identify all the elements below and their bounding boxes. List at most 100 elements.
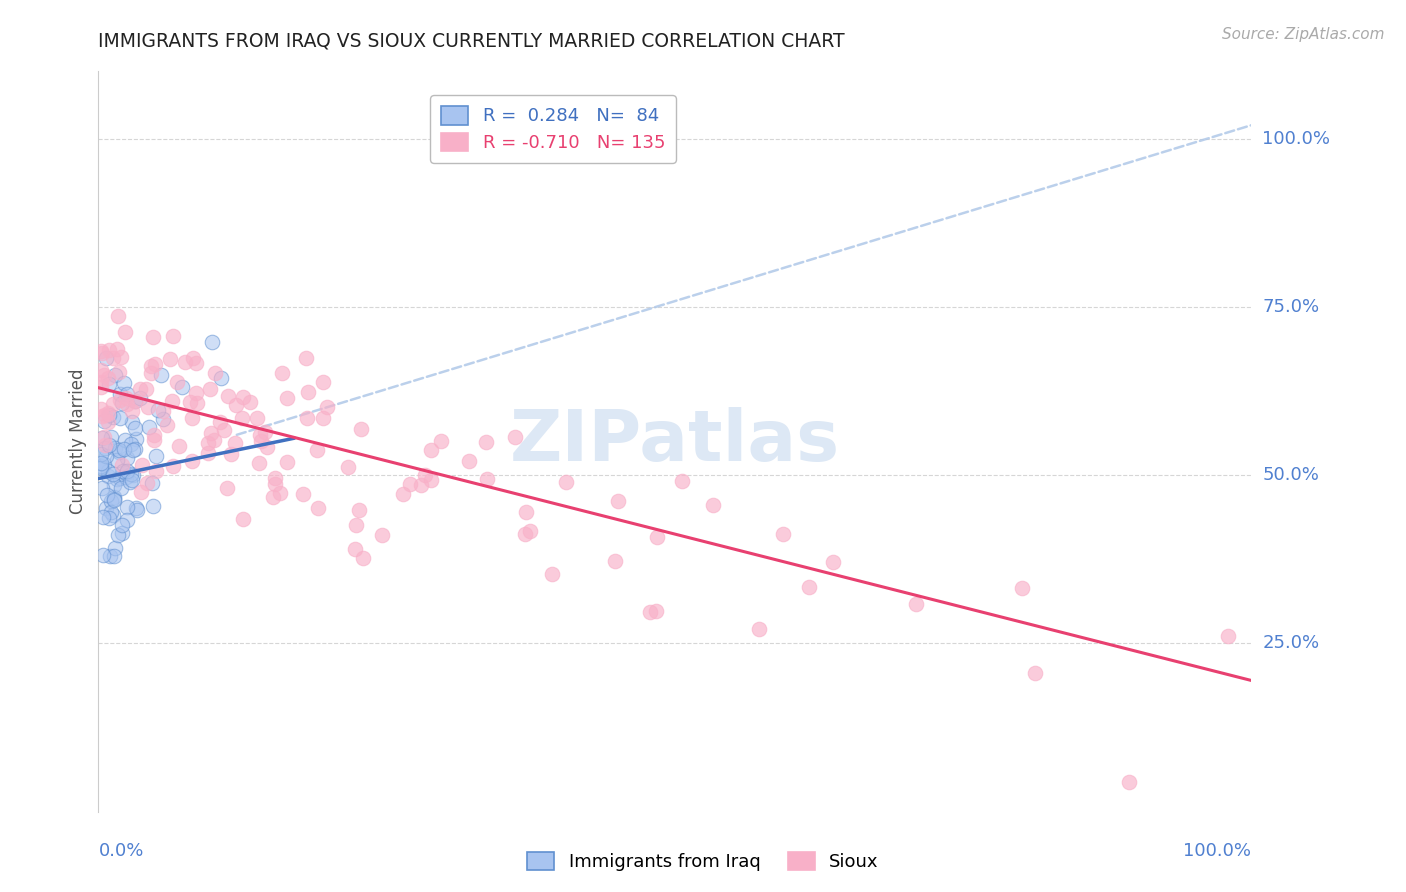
Point	[519, 524, 541, 539]
Point	[209, 370, 232, 384]
Point	[772, 527, 794, 541]
Point	[114, 466, 136, 480]
Point	[97, 464, 120, 478]
Point	[101, 508, 124, 522]
Point	[420, 443, 443, 458]
Point	[94, 500, 117, 515]
Point	[108, 443, 131, 458]
Point	[1118, 775, 1140, 789]
Point	[160, 393, 183, 408]
Point	[603, 554, 626, 568]
Point	[276, 391, 298, 405]
Point	[97, 468, 120, 483]
Point	[111, 517, 134, 532]
Point	[647, 530, 669, 544]
Point	[344, 517, 367, 532]
Point	[103, 490, 125, 504]
Point	[225, 398, 247, 412]
Point	[90, 456, 112, 470]
Point	[475, 471, 498, 485]
Text: Source: ZipAtlas.com: Source: ZipAtlas.com	[1222, 27, 1385, 42]
Point	[111, 395, 134, 409]
Point	[247, 457, 270, 471]
Point	[167, 439, 190, 453]
Point	[94, 351, 117, 365]
Point	[249, 434, 271, 449]
Point	[93, 368, 115, 382]
Point	[141, 475, 163, 490]
Point	[98, 408, 121, 422]
Point	[97, 510, 120, 524]
Point	[108, 392, 131, 407]
Point	[103, 493, 125, 508]
Point	[184, 386, 207, 401]
Point	[93, 414, 115, 428]
Point	[180, 454, 202, 468]
Text: 100.0%: 100.0%	[1263, 129, 1330, 148]
Point	[1024, 666, 1046, 681]
Point	[115, 391, 138, 405]
Point	[90, 401, 112, 416]
Text: 50.0%: 50.0%	[1263, 467, 1319, 484]
Point	[197, 446, 219, 460]
Text: ZIPatlas: ZIPatlas	[510, 407, 839, 476]
Point	[297, 384, 319, 399]
Point	[413, 467, 436, 482]
Point	[645, 604, 668, 618]
Point	[269, 486, 291, 500]
Point	[101, 351, 124, 366]
Point	[174, 355, 197, 369]
Text: 25.0%: 25.0%	[1263, 634, 1320, 652]
Point	[256, 440, 278, 454]
Point	[97, 406, 120, 420]
Point	[200, 426, 222, 441]
Point	[475, 434, 498, 449]
Point	[344, 542, 367, 557]
Point	[115, 513, 138, 527]
Point	[100, 505, 122, 519]
Point	[295, 351, 318, 366]
Point	[264, 477, 287, 491]
Point	[905, 597, 928, 611]
Point	[215, 481, 238, 495]
Point	[124, 393, 146, 408]
Point	[208, 415, 231, 429]
Point	[262, 490, 284, 504]
Point	[429, 434, 451, 448]
Point	[138, 419, 160, 434]
Point	[513, 527, 536, 541]
Text: 0.0%: 0.0%	[98, 842, 143, 860]
Point	[515, 505, 537, 519]
Point	[90, 461, 112, 475]
Point	[114, 442, 136, 456]
Point	[638, 605, 661, 619]
Point	[93, 409, 115, 423]
Point	[110, 411, 132, 425]
Point	[104, 368, 127, 382]
Point	[90, 344, 112, 359]
Point	[152, 404, 174, 418]
Point	[399, 476, 422, 491]
Point	[221, 446, 243, 460]
Point	[353, 550, 375, 565]
Point	[98, 549, 121, 563]
Text: 75.0%: 75.0%	[1263, 298, 1320, 316]
Point	[110, 351, 132, 365]
Point	[90, 380, 112, 394]
Point	[145, 464, 167, 478]
Point	[148, 403, 170, 417]
Point	[291, 487, 314, 501]
Point	[246, 411, 269, 425]
Point	[98, 376, 121, 391]
Point	[117, 500, 139, 515]
Point	[799, 580, 821, 594]
Point	[458, 453, 481, 467]
Point	[121, 467, 143, 482]
Point	[129, 391, 152, 405]
Point	[96, 488, 118, 502]
Point	[184, 356, 207, 370]
Point	[541, 566, 564, 581]
Point	[371, 528, 394, 542]
Point	[91, 481, 114, 495]
Legend: Immigrants from Iraq, Sioux: Immigrants from Iraq, Sioux	[520, 845, 886, 879]
